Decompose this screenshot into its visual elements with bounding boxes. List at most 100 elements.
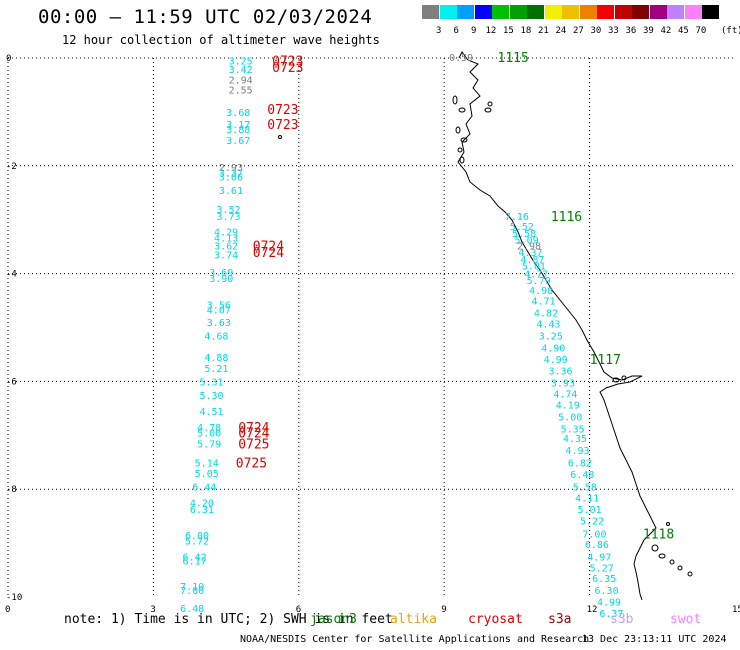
wave-height-value: 4.77 (524, 270, 548, 281)
wave-height-value: 5.27 (590, 563, 614, 574)
legend-swatch (667, 5, 684, 19)
pass-time-label: 0723 (272, 55, 303, 70)
wave-height-value: 3.68 (226, 108, 250, 119)
pass-time-label: 0724 (238, 421, 269, 436)
x-tick-label: 15 (732, 605, 740, 615)
wave-height-value: 5.79 (197, 439, 221, 450)
wave-height-value: 6.86 (585, 540, 609, 551)
island-outline (669, 559, 675, 565)
wave-height-value: 4.07 (207, 306, 231, 317)
wave-height-value: 5.35 (561, 424, 585, 435)
wave-height-value: 5.14 (195, 458, 219, 469)
pass-time-label: 0725 (236, 456, 267, 471)
wave-height-value: 6.00 (185, 531, 209, 542)
wave-height-value: 4.87 (520, 255, 544, 266)
legend-swatch (474, 5, 492, 19)
legend-swatch (632, 5, 649, 19)
satellite-s3a: s3a (548, 612, 572, 627)
island-outline (658, 553, 666, 559)
legend-swatch (509, 5, 527, 19)
wave-height-value: 4.68 (204, 332, 228, 343)
wave-height-value: 2.93 (219, 163, 243, 174)
wave-height-value: 6.17 (183, 556, 207, 567)
x-tick-label: 3 (150, 605, 155, 615)
wave-height-value: 4.11 (575, 493, 599, 504)
chart-title: 00:00 – 11:59 UTC 02/03/2024 (38, 6, 373, 28)
x-tick-label: 6 (296, 605, 301, 615)
wave-height-value: 7.00 (582, 529, 606, 540)
wave-height-value: 6.48 (180, 604, 204, 615)
wave-height-value: 3.67 (226, 136, 250, 147)
legend-label: 12 (485, 26, 497, 36)
wave-height-value: 5.79 (527, 276, 551, 287)
note-text: note: 1) Time is in UTC; 2) SWH is in fe… (64, 612, 393, 627)
pass-time-label: 0724 (253, 240, 284, 255)
legend-label: 70 (695, 26, 707, 36)
legend-label: 27 (573, 26, 584, 36)
wave-height-value: 3.42 (229, 65, 253, 76)
wave-height-value: 5.72 (185, 536, 209, 547)
y-tick-label: -4 (6, 270, 17, 280)
wave-height-value: 5.22 (580, 516, 604, 527)
wave-height-value: 7.10 (180, 582, 204, 593)
wave-height-value: 4.88 (204, 353, 228, 364)
y-tick-label: -10 (6, 593, 22, 603)
wave-height-value: 2.98 (517, 242, 541, 253)
wave-height-value: 3.56 (207, 300, 231, 311)
wave-height-value: 5.00 (197, 429, 221, 440)
satellite-s3b: s3b (610, 612, 634, 627)
wave-height-value: 3.73 (216, 212, 240, 223)
wave-height-value: 5.30 (200, 391, 224, 402)
wave-height-value: 7.00 (180, 586, 204, 597)
footer-timestamp: 13 Dec 23:13:11 UTC 2024 (582, 634, 727, 645)
legend-swatch (422, 5, 439, 19)
wave-height-value: 5.31 (200, 377, 224, 388)
pass-time-label: 1116 (551, 210, 582, 225)
wave-height-value: 3.37 (219, 168, 243, 179)
wave-height-value: 4.71 (532, 297, 556, 308)
wave-height-value: 5.00 (558, 412, 582, 423)
pass-time-label: 0723 (267, 118, 298, 133)
wave-height-value: 5.52 (510, 222, 534, 233)
island-outline (612, 377, 620, 383)
wave-height-value: 7.16 (505, 212, 529, 223)
pass-time-label: 0725 (238, 437, 269, 452)
wave-height-value: 6.37 (599, 609, 623, 620)
wave-height-value: 5.09 (515, 236, 539, 247)
wave-height-value: 3.93 (551, 378, 575, 389)
wave-height-value: 4.98 (529, 286, 553, 297)
wave-height-value: 5.58 (512, 229, 536, 240)
wave-height-value: 4.93 (565, 446, 589, 457)
island-outline (621, 375, 627, 381)
wave-height-value: 3.06 (219, 173, 243, 184)
pass-time-label: 0723 (267, 103, 298, 118)
island-outline (455, 126, 461, 134)
island-outline (677, 565, 683, 571)
legend-swatch (527, 5, 544, 19)
pass-time-label: 0724 (253, 246, 284, 261)
legend-swatch (439, 5, 457, 19)
wave-height-value: 3.61 (219, 186, 243, 197)
legend-label: 42 (660, 26, 672, 36)
legend-label: 45 (678, 26, 689, 36)
island-outline (278, 135, 282, 139)
pass-time-label: 0724 (238, 427, 269, 442)
legend-swatch (702, 5, 719, 19)
wave-height-value: 4.99 (597, 597, 621, 608)
wave-height-value: 2.55 (229, 85, 253, 96)
wave-height-value: 6.31 (190, 505, 214, 516)
wave-height-value: 5.01 (578, 505, 602, 516)
satellite-swot: swot (670, 612, 702, 627)
legend-swatch (492, 5, 509, 19)
legend-swatch (562, 5, 579, 19)
wave-height-value: 3.25 (229, 57, 253, 68)
wave-height-value: 6.82 (568, 458, 592, 469)
wave-height-value: 4.99 (544, 355, 568, 366)
wave-height-value: 6.44 (192, 483, 216, 494)
legend-label: 21 (538, 26, 549, 36)
footer-credit: NOAA/NESDIS Center for Satellite Applica… (240, 634, 590, 645)
x-tick-label: 12 (587, 605, 598, 615)
island-outline (487, 101, 493, 107)
legend-unit: (ft) (721, 26, 740, 36)
